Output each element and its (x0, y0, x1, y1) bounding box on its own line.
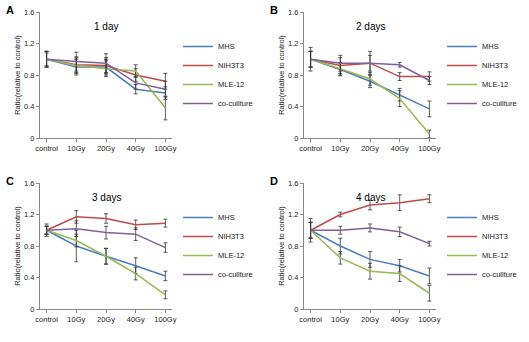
svg-text:0: 0 (30, 305, 34, 314)
svg-text:control: control (35, 144, 58, 153)
svg-text:40Gy: 40Gy (391, 144, 409, 153)
svg-text:1.2: 1.2 (24, 39, 34, 48)
svg-text:100Gy: 100Gy (154, 144, 176, 153)
svg-text:MLE-12: MLE-12 (218, 80, 244, 89)
svg-text:0.8: 0.8 (288, 71, 298, 80)
svg-text:C: C (6, 175, 14, 187)
svg-text:1.6: 1.6 (288, 8, 298, 17)
svg-text:2 days: 2 days (356, 21, 385, 32)
svg-text:NIH3T3: NIH3T3 (482, 61, 508, 70)
svg-text:0.8: 0.8 (24, 242, 34, 251)
svg-text:100Gy: 100Gy (418, 315, 440, 324)
svg-text:40Gy: 40Gy (391, 315, 409, 324)
svg-text:Ratio(relative to control): Ratio(relative to control) (13, 35, 22, 115)
svg-text:co-cullture: co-cullture (218, 270, 253, 279)
svg-text:20Gy: 20Gy (361, 315, 379, 324)
svg-text:B: B (270, 4, 278, 16)
svg-text:0.4: 0.4 (24, 273, 34, 282)
svg-text:MHS: MHS (482, 213, 499, 222)
svg-text:1.6: 1.6 (24, 179, 34, 188)
svg-text:40Gy: 40Gy (127, 144, 145, 153)
svg-text:MLE-12: MLE-12 (482, 251, 508, 260)
svg-text:20Gy: 20Gy (361, 144, 379, 153)
svg-text:control: control (299, 144, 322, 153)
svg-text:MHS: MHS (482, 42, 499, 51)
svg-text:100Gy: 100Gy (154, 315, 176, 324)
svg-text:control: control (35, 315, 58, 324)
svg-text:MHS: MHS (218, 42, 235, 51)
svg-text:0.8: 0.8 (24, 71, 34, 80)
svg-text:Ratio(relative to control): Ratio(relative to control) (277, 35, 286, 115)
svg-text:co-cullture: co-cullture (218, 99, 253, 108)
svg-text:1.6: 1.6 (24, 8, 34, 17)
svg-text:Ratio(relative to control): Ratio(relative to control) (13, 206, 22, 286)
svg-text:MLE-12: MLE-12 (218, 251, 244, 260)
svg-text:NIH3T3: NIH3T3 (218, 61, 244, 70)
svg-text:co-cullture: co-cullture (482, 99, 517, 108)
svg-text:D: D (270, 175, 278, 187)
svg-text:1.6: 1.6 (288, 179, 298, 188)
svg-text:40Gy: 40Gy (127, 315, 145, 324)
svg-text:4 days: 4 days (356, 192, 385, 203)
svg-text:1 day: 1 day (94, 21, 118, 32)
svg-text:20Gy: 20Gy (97, 144, 115, 153)
svg-text:20Gy: 20Gy (97, 315, 115, 324)
svg-text:1.2: 1.2 (288, 210, 298, 219)
svg-text:Ratio(relative to control): Ratio(relative to control) (277, 206, 286, 286)
svg-text:0.4: 0.4 (24, 102, 34, 111)
svg-text:100Gy: 100Gy (418, 144, 440, 153)
svg-text:co-cullture: co-cullture (482, 270, 517, 279)
svg-text:0.4: 0.4 (288, 273, 298, 282)
svg-text:0: 0 (294, 134, 298, 143)
svg-text:10Gy: 10Gy (67, 315, 85, 324)
svg-text:NIH3T3: NIH3T3 (218, 232, 244, 241)
svg-text:3 days: 3 days (92, 192, 121, 203)
svg-text:0.8: 0.8 (288, 242, 298, 251)
svg-text:MLE-12: MLE-12 (482, 80, 508, 89)
svg-text:MHS: MHS (218, 213, 235, 222)
svg-text:A: A (6, 4, 14, 16)
svg-text:NIH3T3: NIH3T3 (482, 232, 508, 241)
svg-text:0: 0 (30, 134, 34, 143)
svg-text:0.4: 0.4 (288, 102, 298, 111)
svg-text:10Gy: 10Gy (67, 144, 85, 153)
svg-text:1.2: 1.2 (24, 210, 34, 219)
svg-text:10Gy: 10Gy (331, 144, 349, 153)
svg-text:control: control (299, 315, 322, 324)
svg-text:10Gy: 10Gy (331, 315, 349, 324)
svg-text:1.2: 1.2 (288, 39, 298, 48)
svg-text:0: 0 (294, 305, 298, 314)
